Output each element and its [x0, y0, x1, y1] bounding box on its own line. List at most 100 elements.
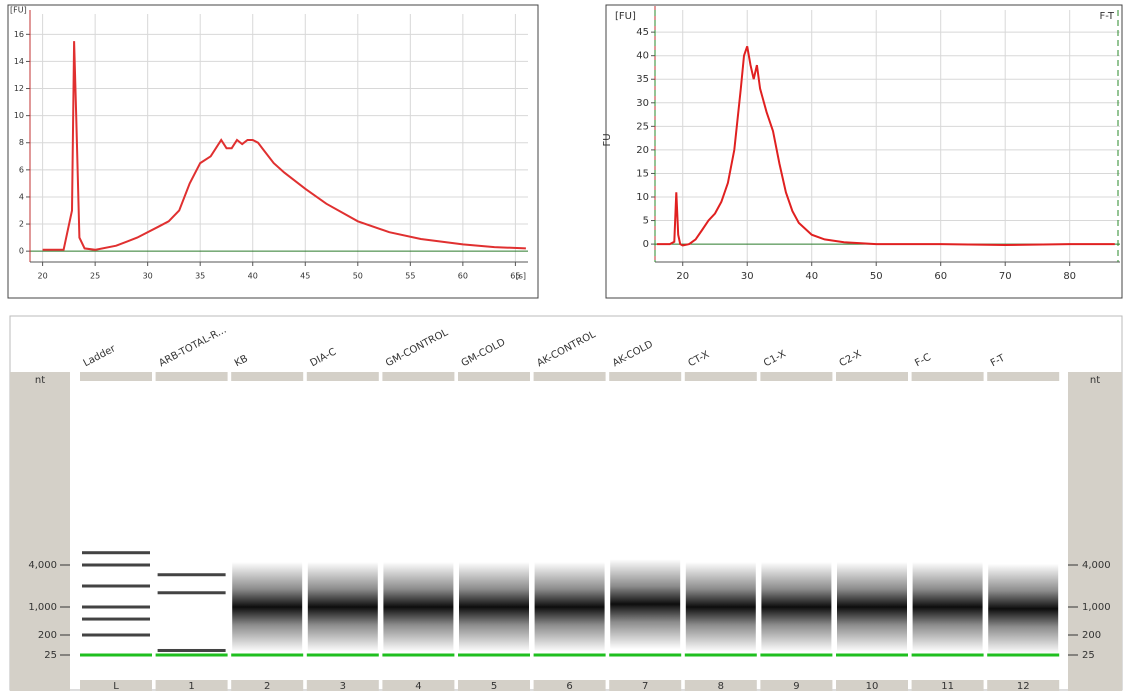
- smear: [535, 562, 605, 652]
- lane-label: 9: [793, 681, 799, 691]
- smear: [308, 562, 378, 652]
- y-tick-label: 5: [643, 216, 649, 227]
- lane-header: [685, 372, 757, 381]
- y-tick-label: 20: [636, 145, 649, 156]
- y-tick-label: 200: [38, 630, 57, 641]
- x-tick-label: 40: [805, 271, 818, 282]
- y-tick-label: 200: [1082, 630, 1101, 641]
- lane-label: 11: [941, 681, 954, 691]
- x-tick-label: 40: [248, 272, 258, 281]
- y-tick-label: 30: [636, 98, 649, 109]
- band: [82, 551, 150, 554]
- y-tick-label: 2: [19, 220, 24, 229]
- lane-header: [458, 372, 530, 381]
- y-tick-label: 4: [19, 192, 24, 201]
- x-tick-label: 35: [195, 272, 205, 281]
- y-tick-label: 10: [636, 192, 649, 203]
- y-tick-label: 1,000: [1082, 602, 1111, 613]
- x-tick-label: 20: [38, 272, 48, 281]
- lane-label: 2: [264, 681, 270, 691]
- x-axis-label: [s]: [516, 272, 526, 281]
- x-tick-label: 70: [999, 271, 1012, 282]
- band: [82, 606, 150, 609]
- y-tick-label: 25: [44, 650, 57, 661]
- y-tick-label: 0: [19, 247, 24, 256]
- lane-label: 5: [491, 681, 497, 691]
- smear: [686, 562, 756, 652]
- y-tick-label: 15: [636, 168, 649, 179]
- axis-column: [10, 372, 70, 691]
- x-tick-label: 55: [405, 272, 415, 281]
- y-tick-label: 12: [14, 84, 24, 93]
- x-tick-label: 20: [676, 271, 689, 282]
- smear: [761, 562, 831, 652]
- band: [82, 564, 150, 567]
- lane-header: [307, 372, 379, 381]
- y-tick-label: 16: [14, 30, 24, 39]
- lane-label: L: [113, 681, 119, 691]
- y-tick-label: 4,000: [28, 560, 57, 571]
- lane-label: 12: [1017, 681, 1030, 691]
- lane-header: [156, 372, 228, 381]
- lane-header: [609, 372, 681, 381]
- lane-label: 3: [340, 681, 346, 691]
- chart-frame: [606, 5, 1122, 298]
- lane-header: [382, 372, 454, 381]
- lane-header: [760, 372, 832, 381]
- lane-label: 1: [188, 681, 194, 691]
- y-tick-label: 25: [1082, 650, 1095, 661]
- smear: [383, 562, 453, 652]
- axis-column: [1068, 372, 1122, 691]
- lane-header: [80, 372, 152, 381]
- band: [158, 591, 226, 594]
- y-axis-label: FU: [602, 133, 613, 146]
- lane-label: 4: [415, 681, 421, 691]
- y-unit: [FU]: [615, 11, 636, 22]
- y-tick-label: 10: [14, 111, 24, 120]
- lane-label: 6: [566, 681, 572, 691]
- axis-label: nt: [1090, 375, 1100, 386]
- axis-label: nt: [35, 375, 45, 386]
- smear: [610, 559, 680, 649]
- x-tick-label: 50: [353, 272, 363, 281]
- x-tick-label: 60: [934, 271, 947, 282]
- band: [82, 618, 150, 621]
- y-tick-label: 4,000: [1082, 560, 1111, 571]
- lane-header: [231, 372, 303, 381]
- smear: [459, 562, 529, 652]
- figure: 202530354045505560650246810121416[FU][s]…: [0, 0, 1123, 691]
- lane-label: 10: [866, 681, 879, 691]
- chart-frame: [8, 5, 538, 298]
- x-tick-label: 30: [143, 272, 153, 281]
- page: 202530354045505560650246810121416[FU][s]…: [0, 0, 1123, 691]
- y-tick-label: 40: [636, 51, 649, 62]
- band: [82, 634, 150, 637]
- y-tick-label: 35: [636, 74, 649, 85]
- smear: [837, 562, 907, 652]
- x-tick-label: 30: [741, 271, 754, 282]
- y-tick-label: 14: [14, 57, 24, 66]
- band: [158, 649, 226, 652]
- y-tick-label: 1,000: [28, 602, 57, 613]
- x-tick-label: 45: [300, 272, 310, 281]
- lane-header: [987, 372, 1059, 381]
- x-tick-label: 60: [458, 272, 468, 281]
- lane-header: [912, 372, 984, 381]
- smear: [232, 562, 302, 652]
- chart-title: F-T: [1099, 11, 1114, 22]
- lane-label: 8: [718, 681, 724, 691]
- lane-label: 7: [642, 681, 648, 691]
- x-tick-label: 80: [1063, 271, 1076, 282]
- band: [158, 573, 226, 576]
- x-tick-label: 25: [90, 272, 100, 281]
- lane-header: [534, 372, 606, 381]
- lane-header: [836, 372, 908, 381]
- band: [82, 585, 150, 588]
- smear: [913, 562, 983, 652]
- y-tick-label: 45: [636, 27, 649, 38]
- smear: [988, 564, 1058, 654]
- y-tick-label: 25: [636, 121, 649, 132]
- y-tick-label: 6: [19, 165, 24, 174]
- x-tick-label: 50: [870, 271, 883, 282]
- y-axis-label: [FU]: [10, 6, 27, 15]
